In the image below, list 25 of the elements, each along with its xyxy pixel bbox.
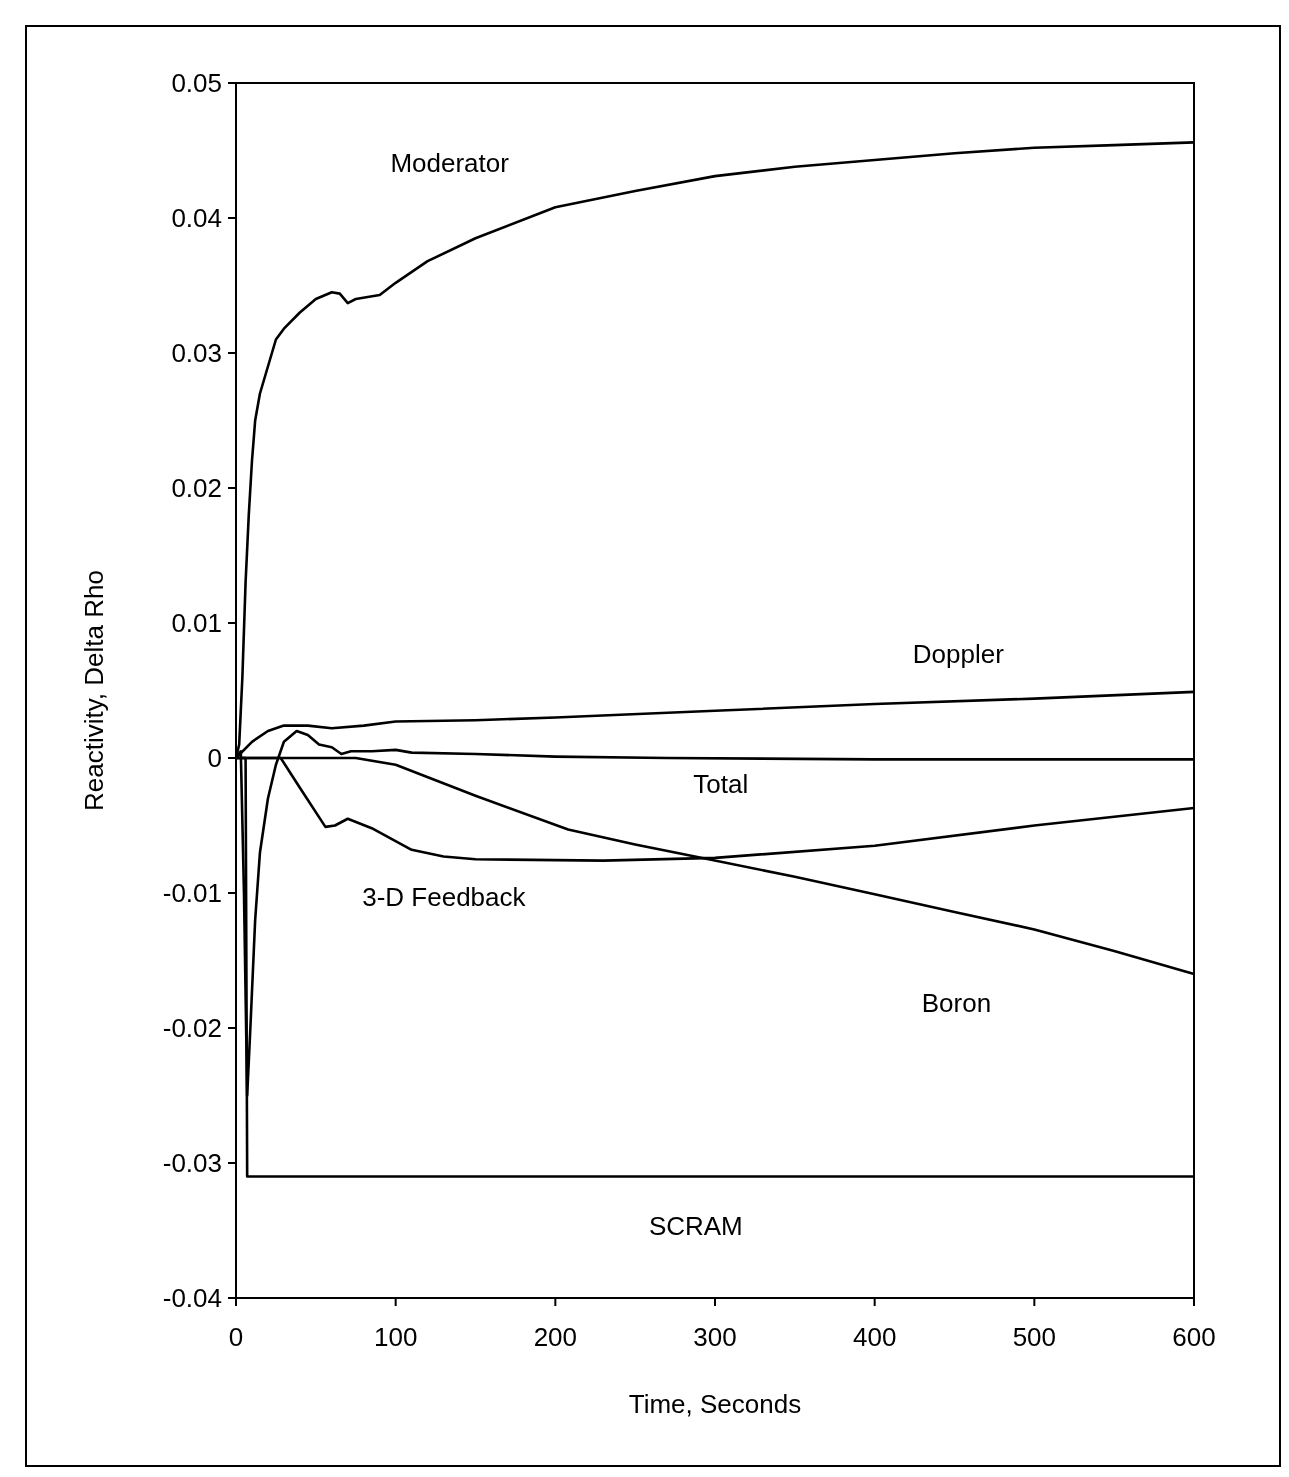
- series-label: Total: [693, 769, 749, 800]
- y-tick-label: 0.01: [171, 608, 222, 639]
- series-label: 3-D Feedback: [362, 882, 527, 913]
- x-tick-label: 300: [693, 1322, 737, 1352]
- x-tick-label: 600: [1172, 1322, 1216, 1352]
- y-tick-label: -0.03: [162, 1148, 222, 1179]
- series-label: Moderator: [390, 148, 510, 179]
- x-tick-label: 400: [852, 1322, 897, 1352]
- y-tick-label: 0.03: [171, 338, 222, 369]
- y-tick-label: -0.02: [162, 1013, 222, 1044]
- series-label: SCRAM: [648, 1211, 743, 1242]
- x-tick-label: 0: [228, 1322, 244, 1352]
- y-tick-label: -0.04: [162, 1283, 222, 1314]
- y-tick-label: -0.01: [162, 878, 222, 909]
- series-label: Doppler: [912, 639, 1005, 670]
- y-axis-title: Reactivity, Delta Rho: [79, 570, 109, 811]
- x-axis-title: Time, Seconds: [628, 1389, 802, 1419]
- y-tick-label: 0.04: [171, 203, 222, 234]
- y-tick-label: 0.05: [171, 68, 222, 99]
- y-tick-label: 0.02: [171, 473, 222, 504]
- x-tick-label: 100: [373, 1322, 418, 1352]
- x-tick-label: 500: [1012, 1322, 1057, 1352]
- y-tick-label: 0: [207, 743, 222, 774]
- text: Boron: [921, 987, 992, 1018]
- x-tick-label: 200: [533, 1322, 578, 1352]
